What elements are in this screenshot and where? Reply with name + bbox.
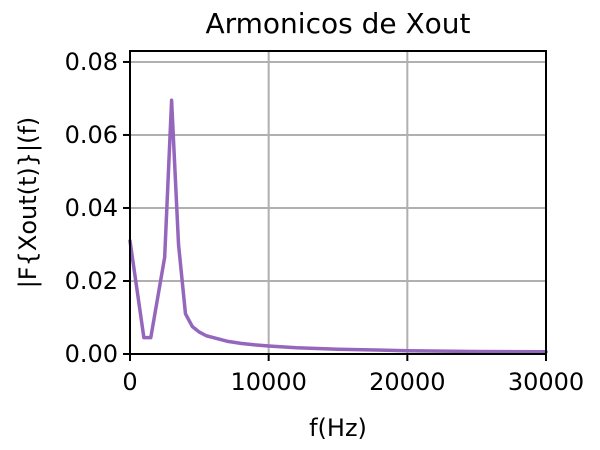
chart-title: Armonicos de Xout bbox=[205, 7, 470, 40]
y-tick-label: 0.06 bbox=[65, 121, 118, 149]
x-tick-label: 10000 bbox=[230, 368, 306, 396]
plot-area bbox=[128, 98, 548, 354]
grid bbox=[129, 51, 547, 355]
y-axis-label: |F{Xout(t)}|(f) bbox=[14, 117, 42, 289]
x-tick-label: 20000 bbox=[369, 368, 445, 396]
series-line bbox=[128, 98, 548, 354]
ticks: 0 10000 20000 30000 0.00 0.02 0.04 0.06 0.08 bbox=[65, 48, 585, 396]
y-tick-label: 0.08 bbox=[65, 48, 118, 76]
x-tick-label: 30000 bbox=[508, 368, 584, 396]
x-axis-label: f(Hz) bbox=[309, 414, 367, 442]
y-tick-label: 0.04 bbox=[65, 194, 118, 222]
y-tick-label: 0.02 bbox=[65, 267, 118, 295]
x-tick-label: 0 bbox=[122, 368, 137, 396]
plot-frame bbox=[129, 50, 547, 355]
y-tick-label: 0.00 bbox=[65, 340, 118, 368]
